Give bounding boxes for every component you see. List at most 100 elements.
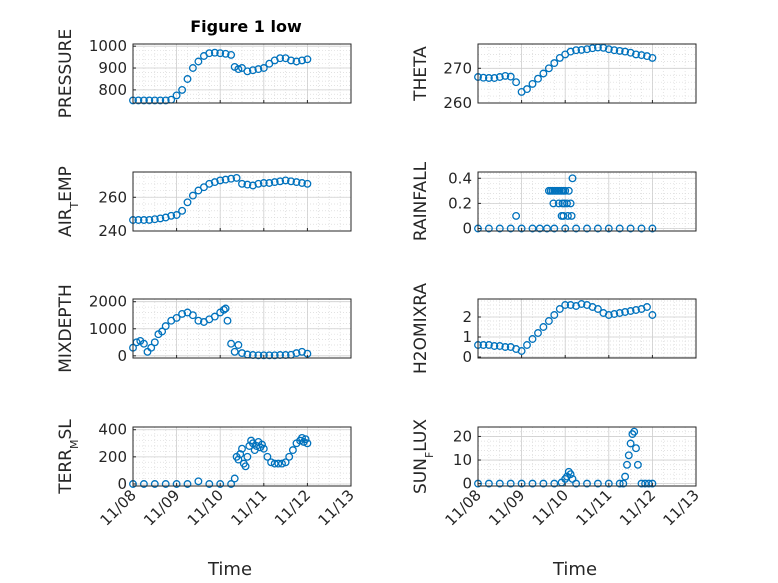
data-point — [150, 338, 159, 347]
data-point — [243, 180, 252, 189]
data-point — [561, 224, 570, 233]
data-point — [292, 349, 301, 358]
data-point — [145, 96, 154, 105]
y-axis-label: RAINFALL — [411, 161, 431, 241]
data-point — [501, 71, 510, 80]
data-point — [626, 224, 635, 233]
x-tick-label: 11/10 — [184, 486, 227, 529]
data-point — [194, 477, 203, 486]
data-point — [643, 52, 651, 61]
data-point — [303, 439, 312, 448]
data-point — [615, 224, 624, 233]
x-tick-label: 11/13 — [315, 486, 358, 529]
axes-box — [477, 171, 697, 232]
x-tick-label: 11/09 — [485, 486, 528, 529]
y-tick-label: 1000 — [89, 37, 127, 55]
data-point — [303, 179, 312, 188]
data-point — [285, 452, 294, 461]
data-point — [227, 174, 236, 183]
data-point — [495, 224, 504, 233]
x-tick-label: 11/10 — [529, 486, 572, 529]
data-point — [241, 462, 250, 471]
data-point — [566, 47, 575, 56]
data-point — [281, 176, 290, 185]
data-point — [604, 479, 613, 488]
axes-box — [477, 298, 697, 359]
x-tick-label: 11/13 — [660, 486, 703, 529]
data-point — [238, 444, 246, 453]
data-point — [194, 316, 203, 325]
data-point — [172, 480, 181, 488]
data-point — [227, 339, 236, 348]
data-point — [588, 44, 597, 53]
data-point — [238, 349, 246, 358]
data-point — [147, 343, 156, 352]
data-point — [276, 54, 285, 63]
data-point — [550, 311, 559, 319]
y-axis-label: PRESSURE — [56, 29, 76, 118]
data-point — [550, 479, 559, 488]
data-point — [178, 309, 187, 318]
data-point — [183, 198, 192, 207]
data-point — [158, 327, 167, 336]
data-point — [183, 480, 192, 488]
data-point — [227, 50, 236, 59]
data-point — [243, 452, 252, 461]
data-point — [301, 435, 310, 444]
data-point — [139, 480, 148, 488]
data-point — [583, 479, 591, 488]
data-point — [572, 224, 581, 233]
data-point — [517, 224, 526, 233]
data-point — [555, 305, 564, 313]
data-point — [274, 459, 283, 468]
data-point — [632, 50, 640, 59]
x-tick-label: 11/09 — [140, 486, 183, 529]
data-point — [604, 311, 613, 319]
data-point — [624, 451, 633, 460]
data-point — [583, 45, 591, 54]
data-point — [270, 459, 279, 468]
y-tick-label: 0 — [462, 348, 472, 366]
data-point — [243, 67, 252, 76]
data-point — [528, 224, 537, 233]
data-point — [139, 339, 148, 348]
x-axis-label: Time — [207, 559, 252, 580]
data-point — [621, 47, 630, 56]
data-point — [610, 46, 619, 55]
y-tick-label: 270 — [443, 59, 472, 77]
data-point — [648, 53, 657, 62]
data-point — [528, 479, 537, 488]
data-point — [188, 64, 197, 72]
data-point — [523, 85, 531, 94]
data-point — [506, 72, 515, 81]
data-point — [230, 474, 239, 483]
data-point — [281, 458, 290, 467]
data-point — [234, 341, 243, 349]
subplot-2: 260 270 THETA — [411, 43, 697, 112]
data-point — [604, 45, 613, 54]
y-tick-label: 0 — [462, 219, 472, 237]
data-point — [528, 79, 537, 88]
data-point — [248, 66, 257, 75]
x-tick-label: 11/12 — [616, 486, 659, 529]
axes-box — [477, 43, 697, 104]
data-point — [543, 224, 551, 233]
y-axis-label: H2OMIXRA — [411, 283, 431, 374]
data-point — [566, 470, 575, 479]
data-point — [495, 342, 504, 350]
data-point — [216, 49, 225, 58]
y-tick-label: 1 — [462, 328, 472, 346]
data-point — [219, 305, 228, 314]
data-point — [205, 179, 214, 188]
y-tick-label: 200 — [98, 448, 127, 466]
data-point — [298, 179, 306, 187]
data-point — [156, 214, 165, 223]
y-axis-label: THETA — [411, 46, 431, 102]
data-point — [554, 199, 563, 208]
data-point — [517, 479, 526, 488]
data-point — [637, 51, 646, 60]
data-point — [292, 57, 301, 66]
